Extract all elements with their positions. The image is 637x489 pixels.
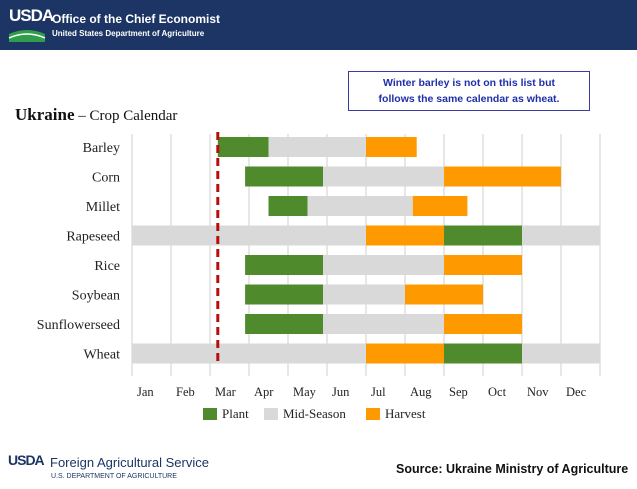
legend-label-harvest: Harvest xyxy=(385,406,426,421)
header-title: Office of the Chief Economist xyxy=(52,12,221,26)
month-label: Aug xyxy=(410,385,432,399)
crop-label: Millet xyxy=(86,200,120,215)
bar-harvest xyxy=(412,196,468,216)
note-box: Winter barley is not on this list but fo… xyxy=(348,71,590,111)
bar-plant xyxy=(245,314,324,334)
bar-mid xyxy=(323,166,444,187)
bar-harvest xyxy=(444,314,522,334)
bar-mid xyxy=(132,343,366,364)
month-label: Oct xyxy=(488,385,507,399)
month-label: Sep xyxy=(449,385,468,399)
bar-plant xyxy=(245,255,324,275)
crop-label: Rice xyxy=(94,259,120,274)
bar-plant xyxy=(268,196,308,216)
month-label: Mar xyxy=(215,385,237,399)
crop-label: Wheat xyxy=(83,348,120,363)
bar-mid xyxy=(522,343,600,364)
footer-usda-logo: USDA xyxy=(8,452,45,468)
month-label: Dec xyxy=(566,385,587,399)
month-label: Feb xyxy=(176,385,195,399)
legend-swatch-plant xyxy=(203,408,217,420)
bar-harvest xyxy=(444,166,561,187)
legend-label-plant: Plant xyxy=(222,406,249,421)
crop-label: Sunflowerseed xyxy=(37,318,120,333)
bar-harvest xyxy=(405,284,483,305)
crop-calendar-chart: Ukraine – Crop Calendar Barley Corn Millet R… xyxy=(15,105,601,421)
source-note: Source: Ukraine Ministry of Agriculture xyxy=(396,462,629,476)
note-line-1: Winter barley is not on this list but xyxy=(383,77,555,89)
bar-mid xyxy=(323,314,444,334)
header-subtitle: United States Department of Agriculture xyxy=(52,29,205,38)
bar-plant xyxy=(444,225,522,246)
agency-department: U.S. DEPARTMENT OF AGRICULTURE xyxy=(51,473,177,480)
bar-mid xyxy=(268,137,366,157)
month-label: Jan xyxy=(137,385,154,399)
crop-label: Corn xyxy=(92,171,120,186)
note-line-2: follows the same calendar as wheat. xyxy=(378,93,560,105)
bar-harvest xyxy=(444,255,522,275)
bar-plant xyxy=(245,166,324,187)
legend-swatch-harvest xyxy=(366,408,380,420)
bar-mid xyxy=(307,196,413,216)
legend-swatch-mid xyxy=(264,408,278,420)
month-label: Nov xyxy=(527,385,549,399)
month-label: Jul xyxy=(371,385,386,399)
bar-mid xyxy=(132,225,366,246)
header-bar: USDA Office of the Chief Economist Unite… xyxy=(0,0,637,50)
crop-label: Rapeseed xyxy=(66,230,120,245)
crop-label: Barley xyxy=(83,141,120,156)
usda-logo-icon xyxy=(8,30,46,42)
bar-plant xyxy=(245,284,324,305)
bar-mid xyxy=(323,284,405,305)
bar-mid xyxy=(522,225,600,246)
month-label: Jun xyxy=(332,385,350,399)
month-label: May xyxy=(293,385,317,399)
chart-title: Ukraine – Crop Calendar xyxy=(15,105,177,124)
bar-mid xyxy=(323,255,444,275)
agency-name: Foreign Agricultural Service xyxy=(50,455,209,470)
bar-plant xyxy=(444,343,522,364)
usda-logo-text: USDA xyxy=(9,6,54,25)
month-label: Apr xyxy=(254,385,274,399)
bar-plant xyxy=(217,137,269,157)
bar-harvest xyxy=(366,225,444,246)
bar-harvest xyxy=(366,343,444,364)
legend-label-mid: Mid-Season xyxy=(283,406,346,421)
crop-label: Soybean xyxy=(72,289,120,304)
bar-harvest xyxy=(366,137,417,157)
